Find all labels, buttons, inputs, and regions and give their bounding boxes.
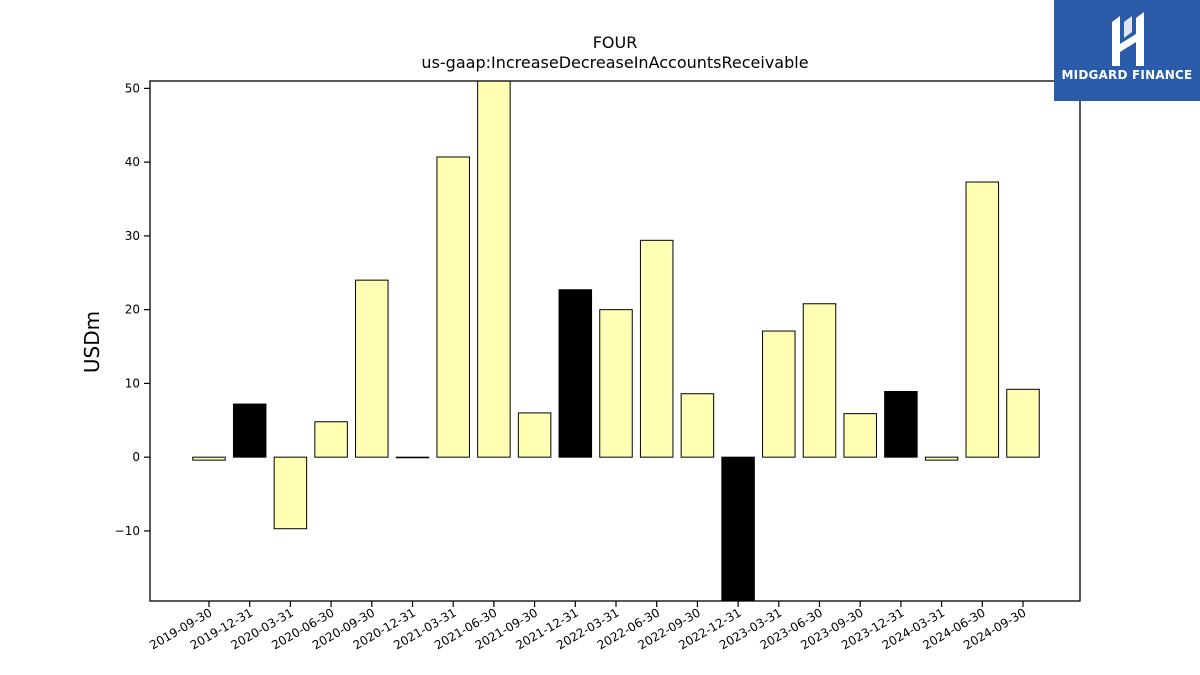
bar-2020-09-30 [355, 279, 389, 458]
y-tick-label: 0 [132, 450, 140, 464]
logo-text: MIDGARD FINANCE [1061, 68, 1193, 82]
bar-2022-03-31 [599, 309, 633, 458]
bar-2022-06-30 [639, 239, 674, 458]
midgard-finance-logo: MIDGARD FINANCE [1054, 0, 1200, 101]
y-tick-label: 20 [125, 303, 140, 317]
bar-2024-06-30 [965, 181, 1000, 458]
bar-2020-12-31 [395, 456, 430, 459]
bar-2024-09-30 [1006, 388, 1040, 458]
y-tick-label: 10 [125, 376, 140, 390]
bar-2022-12-31 [721, 456, 755, 602]
y-axis-label: USDm [80, 311, 104, 373]
bar-2022-09-30 [680, 393, 715, 458]
bar-2023-12-31 [884, 391, 918, 458]
chart-subtitle: us-gaap:IncreaseDecreaseInAccountsReceiv… [421, 53, 808, 72]
y-tick-label: 50 [125, 81, 140, 95]
y-axis: −10 0 10 20 30 40 50 [115, 81, 150, 538]
bar-2024-03-31 [924, 456, 959, 461]
bars-group [192, 80, 1040, 602]
bar-2021-09-30 [517, 412, 552, 458]
logo-mark-icon [1112, 12, 1144, 66]
bar-2021-06-30 [477, 80, 511, 458]
bar-2019-09-30 [192, 456, 226, 461]
chart-title: FOUR [593, 33, 638, 52]
bar-2021-03-31 [436, 156, 470, 458]
y-tick-label: 30 [125, 229, 140, 243]
bar-2020-06-30 [314, 421, 348, 458]
bar-2023-03-31 [762, 330, 796, 458]
bar-2019-12-31 [232, 403, 267, 458]
bar-2023-09-30 [843, 413, 877, 458]
y-tick-label: 40 [125, 155, 140, 169]
bar-2021-12-31 [558, 289, 593, 458]
plot-frame [149, 80, 1081, 602]
bar-2020-03-31 [273, 456, 308, 530]
y-tick-label: −10 [115, 524, 140, 538]
x-axis: 2019-09-302019-12-312020-03-312020-06-30… [147, 601, 1029, 652]
bar-2023-06-30 [802, 303, 837, 458]
